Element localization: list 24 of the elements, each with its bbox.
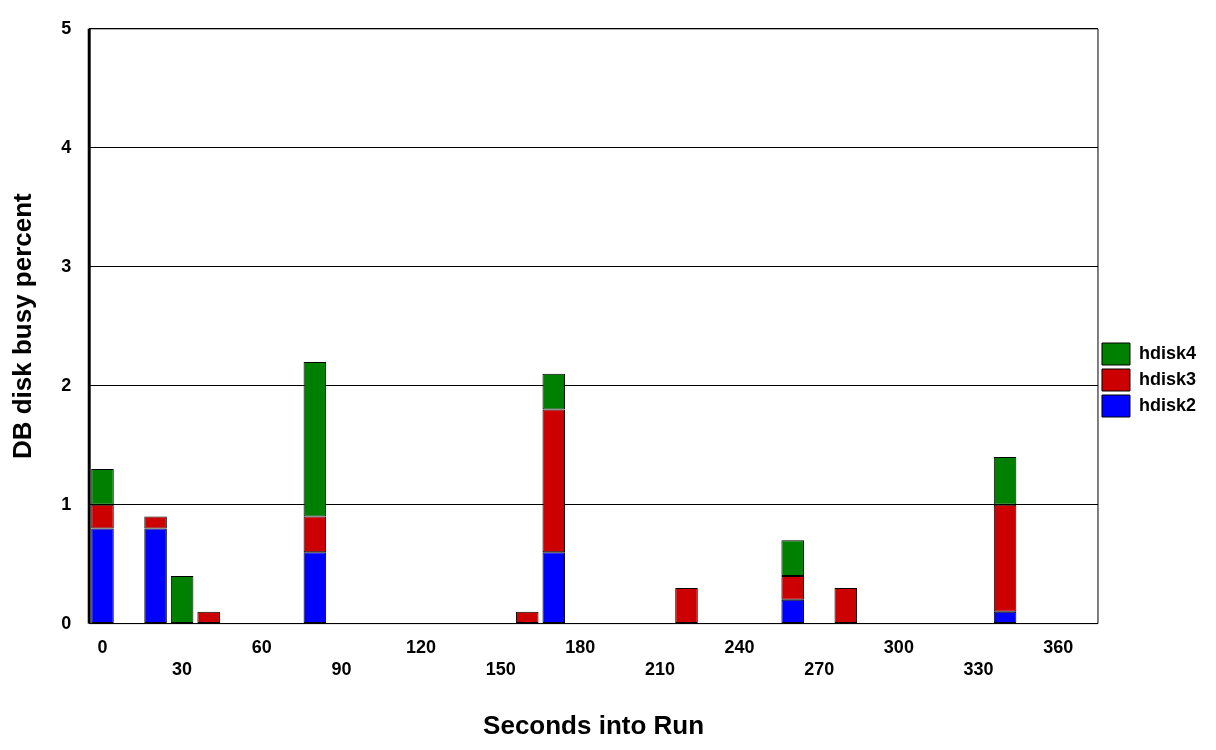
x-tick-label: 150 xyxy=(485,658,516,679)
x-tick-label: 240 xyxy=(724,637,755,658)
x-tick-label: 300 xyxy=(883,637,914,658)
x-tick-label: 270 xyxy=(804,658,835,679)
x-tick-label: 360 xyxy=(1043,637,1074,658)
y-tick-label: 5 xyxy=(61,17,72,38)
x-tick-label: 30 xyxy=(172,658,193,679)
x-tick-label: 180 xyxy=(565,637,596,658)
x-axis-title: Seconds into Run xyxy=(483,709,705,740)
y-tick-label: 3 xyxy=(61,255,72,276)
x-tick-label: 60 xyxy=(251,637,272,658)
legend-label: hdisk3 xyxy=(1138,368,1197,389)
legend-label: hdisk4 xyxy=(1138,342,1197,363)
x-tick-label: 330 xyxy=(963,658,994,679)
y-tick-label: 4 xyxy=(61,136,72,157)
x-tick-label: 90 xyxy=(331,658,352,679)
y-tick-label: 0 xyxy=(61,612,72,633)
x-tick-label: 0 xyxy=(97,637,108,658)
legend-label: hdisk2 xyxy=(1138,394,1197,415)
y-axis-title: DB disk busy percent xyxy=(6,192,37,460)
y-tick-label: 2 xyxy=(61,374,72,395)
x-tick-label: 210 xyxy=(644,658,675,679)
x-tick-label: 120 xyxy=(406,637,437,658)
y-tick-label: 1 xyxy=(61,493,72,514)
